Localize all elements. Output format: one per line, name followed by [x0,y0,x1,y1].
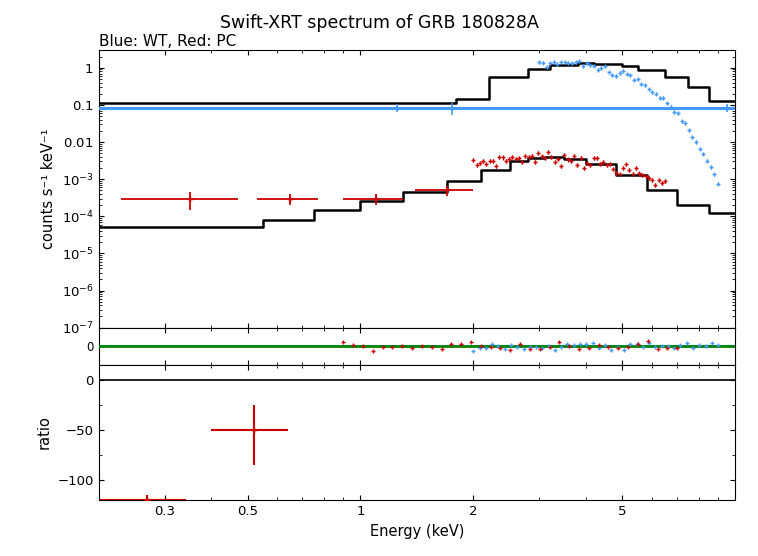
Y-axis label: ratio: ratio [36,415,52,449]
X-axis label: Energy (keV): Energy (keV) [370,524,464,539]
Text: Swift-XRT spectrum of GRB 180828A: Swift-XRT spectrum of GRB 180828A [220,14,538,32]
Y-axis label: counts s⁻¹ keV⁻¹: counts s⁻¹ keV⁻¹ [41,128,56,249]
Text: Blue: WT, Red: PC: Blue: WT, Red: PC [99,34,236,49]
